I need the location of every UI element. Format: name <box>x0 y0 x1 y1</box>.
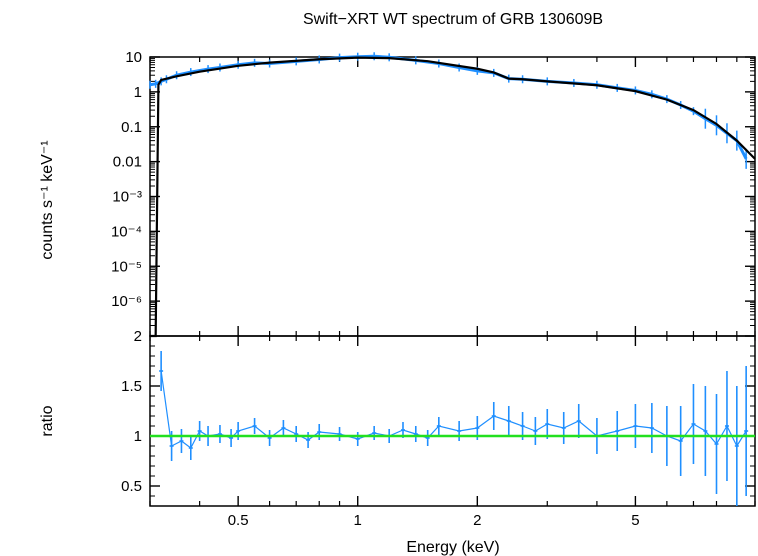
chart-title: Swift−XRT WT spectrum of GRB 130609B <box>303 11 603 28</box>
ratio-panel: 0.5 1 2 5 0.5 1 1.5 2 <box>121 328 756 529</box>
spectrum-model-line <box>150 56 756 338</box>
ratio-frame <box>149 335 756 507</box>
x-tick-label-2: 2 <box>473 512 481 529</box>
ratio-y-tick-label-3: 2 <box>134 328 142 345</box>
spectrum-y-tick-label-4: 10⁻³ <box>112 189 142 206</box>
spectrum-data-line <box>149 54 748 160</box>
x-axis-label: Energy (keV) <box>406 539 499 556</box>
spectrum-y-tick-label-7: 10⁻⁶ <box>111 293 142 310</box>
spectrum-panel: 10 1 0.1 0.01 10⁻³ 10⁻⁴ 10⁻⁵ 10⁻⁶ <box>111 49 756 338</box>
spectrum-y-tick-label-5: 10⁻⁴ <box>111 223 142 240</box>
x-tick-label-1: 1 <box>354 512 362 529</box>
ratio-y-tick-label-0: 0.5 <box>121 478 142 495</box>
ratio-y-tick-label-2: 1.5 <box>121 378 142 395</box>
x-tick-label-0: 0.5 <box>228 512 249 529</box>
spectrum-y-tick-label-6: 10⁻⁵ <box>111 258 142 275</box>
spectrum-y-tick-label-1: 1 <box>134 84 142 101</box>
spectrum-y-tick-label-2: 0.1 <box>121 119 142 136</box>
spectrum-y-axis-label: counts s⁻¹ keV⁻¹ <box>39 140 56 259</box>
spectrum-y-tick-label-0: 10 <box>125 49 142 66</box>
spectrum-y-tick-label-3: 0.01 <box>113 154 142 171</box>
ratio-y-axis-label: ratio <box>39 405 56 436</box>
ratio-y-tick-label-1: 1 <box>134 428 142 445</box>
x-tick-label-3: 5 <box>631 512 639 529</box>
